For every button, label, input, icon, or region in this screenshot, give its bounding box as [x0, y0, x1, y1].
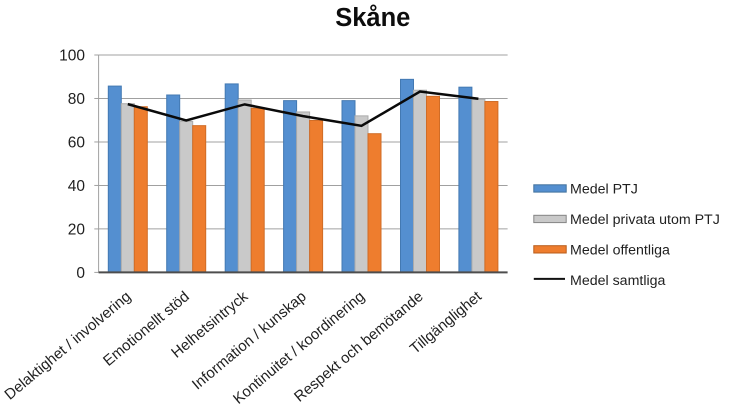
svg-text:Medel samtliga: Medel samtliga — [570, 273, 666, 289]
svg-text:40: 40 — [68, 178, 86, 195]
svg-text:Skåne: Skåne — [335, 4, 410, 32]
svg-text:Medel privata utom PTJ: Medel privata utom PTJ — [570, 212, 720, 228]
svg-text:100: 100 — [59, 48, 85, 65]
svg-text:0: 0 — [76, 265, 85, 282]
svg-text:Medel offentliga: Medel offentliga — [570, 242, 670, 258]
svg-text:Medel PTJ: Medel PTJ — [570, 182, 638, 198]
svg-text:20: 20 — [68, 222, 86, 239]
svg-text:80: 80 — [68, 91, 86, 108]
svg-text:60: 60 — [68, 135, 86, 152]
